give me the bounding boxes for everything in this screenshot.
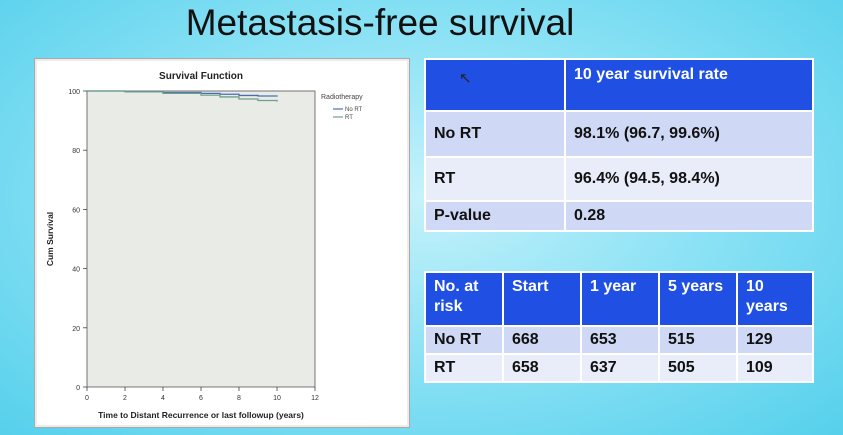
y-tick-label: 80: [72, 148, 80, 155]
series-line-rt: [87, 90, 278, 102]
x-tick-label: 12: [311, 395, 319, 402]
risk-cell: 658: [502, 353, 582, 383]
y-tick-label: 0: [76, 385, 80, 392]
pvalue-label: P-value: [424, 200, 566, 232]
x-tick-label: 8: [237, 395, 241, 402]
risk-cell: 109: [736, 353, 814, 383]
survival-row-value: 96.4% (94.5, 98.4%): [564, 156, 814, 202]
risk-header-10years: 10 years: [736, 271, 814, 327]
x-tick-label: 10: [273, 395, 281, 402]
survival-table-header: 10 year survival rate: [564, 58, 814, 112]
risk-cell: 515: [658, 325, 738, 355]
survival-row-label: No RT: [424, 110, 566, 158]
risk-header-label: No. at risk: [424, 271, 504, 327]
risk-row-label: No RT: [424, 325, 504, 355]
survival-table-corner-cell: [424, 58, 566, 112]
x-tick-label: 4: [161, 395, 165, 402]
y-axis-label: Cum Survival: [45, 212, 55, 266]
risk-cell: 129: [736, 325, 814, 355]
y-tick-label: 20: [72, 326, 80, 333]
survival-row-value: 98.1% (96.7, 99.6%): [564, 110, 814, 158]
survival-row-label: RT: [424, 156, 566, 202]
risk-cell: 637: [580, 353, 660, 383]
survival-chart-svg: Survival Function 0 20 40 60 80 100 0 2 4 6 8 10 12 Ti…: [45, 71, 363, 420]
plot-area: [86, 90, 316, 388]
x-tick-label: 0: [85, 395, 89, 402]
survival-rate-table: 10 year survival rate No RT 98.1% (96.7,…: [424, 58, 814, 232]
y-tick-label: 40: [72, 267, 80, 274]
risk-header-5years: 5 years: [658, 271, 738, 327]
pvalue-value: 0.28: [564, 200, 814, 232]
survival-chart: Survival Function 0 20 40 60 80 100 0 2 4 6 8 10 12 Ti…: [34, 58, 410, 428]
mouse-pointer-icon: ↖: [459, 70, 472, 87]
legend-title: Radiotherapy: [321, 94, 363, 101]
risk-row-label: RT: [424, 353, 504, 383]
x-tick-label: 6: [199, 395, 203, 402]
risk-cell: 505: [658, 353, 738, 383]
x-axis-label: Time to Distant Recurrence or last follo…: [98, 410, 304, 420]
risk-cell: 653: [580, 325, 660, 355]
number-at-risk-table: No. at risk Start 1 year 5 years 10 year…: [424, 271, 814, 383]
chart-title: Survival Function: [159, 71, 243, 82]
y-tick-label: 60: [72, 207, 80, 214]
risk-header-1year: 1 year: [580, 271, 660, 327]
slide-title: Metastasis-free survival: [185, 2, 575, 43]
legend-entry: RT: [345, 115, 353, 121]
x-tick-label: 2: [123, 395, 127, 402]
risk-cell: 668: [502, 325, 582, 355]
risk-header-start: Start: [502, 271, 582, 327]
legend-entry: No RT: [345, 107, 363, 113]
y-tick-label: 100: [68, 89, 80, 96]
